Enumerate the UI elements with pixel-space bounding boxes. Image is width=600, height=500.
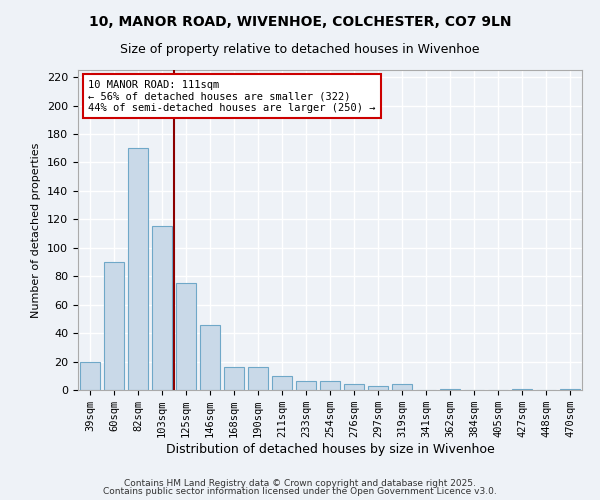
Y-axis label: Number of detached properties: Number of detached properties <box>31 142 41 318</box>
Bar <box>368 386 388 390</box>
Text: Size of property relative to detached houses in Wivenhoe: Size of property relative to detached ho… <box>120 42 480 56</box>
Bar <box>224 367 244 390</box>
Text: 10 MANOR ROAD: 111sqm
← 56% of detached houses are smaller (322)
44% of semi-det: 10 MANOR ROAD: 111sqm ← 56% of detached … <box>88 80 376 113</box>
Bar <box>80 362 100 390</box>
Bar <box>272 376 292 390</box>
Text: Contains HM Land Registry data © Crown copyright and database right 2025.: Contains HM Land Registry data © Crown c… <box>124 478 476 488</box>
Bar <box>104 262 124 390</box>
Bar <box>560 388 580 390</box>
Bar <box>392 384 412 390</box>
Bar <box>248 367 268 390</box>
Bar <box>176 284 196 390</box>
Text: Contains public sector information licensed under the Open Government Licence v3: Contains public sector information licen… <box>103 488 497 496</box>
Bar <box>152 226 172 390</box>
Bar <box>320 382 340 390</box>
Bar <box>344 384 364 390</box>
X-axis label: Distribution of detached houses by size in Wivenhoe: Distribution of detached houses by size … <box>166 443 494 456</box>
Bar <box>512 388 532 390</box>
Text: 10, MANOR ROAD, WIVENHOE, COLCHESTER, CO7 9LN: 10, MANOR ROAD, WIVENHOE, COLCHESTER, CO… <box>89 15 511 29</box>
Bar <box>440 388 460 390</box>
Bar <box>296 382 316 390</box>
Bar <box>200 324 220 390</box>
Bar <box>128 148 148 390</box>
